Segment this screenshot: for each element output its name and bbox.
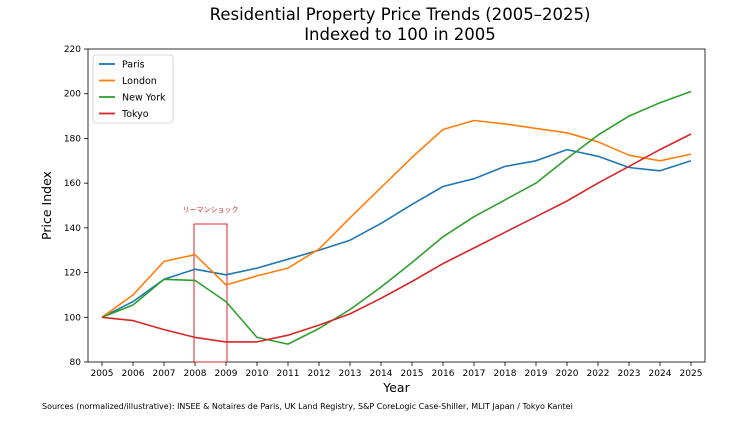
x-tick-label: 2015 <box>401 369 424 379</box>
x-tick-label: 2009 <box>215 369 238 379</box>
x-axis-title: Year <box>382 380 410 395</box>
x-tick-label: 2010 <box>246 369 269 379</box>
chart-title-block: Residential Property Price Trends (2005–… <box>0 5 747 45</box>
plot-area <box>87 48 706 363</box>
x-tick-label: 2011 <box>277 369 300 379</box>
series-line-paris <box>101 148 692 319</box>
y-tick-label: 140 <box>64 224 81 234</box>
chart-title: Residential Property Price Trends (2005–… <box>209 5 591 24</box>
x-tick-label: 2020 <box>556 369 579 379</box>
legend-label: London <box>122 76 157 87</box>
legend: Paris London New York Tokyo <box>92 54 174 124</box>
x-tick-label: 2008 <box>184 369 207 379</box>
x-tick-label: 2017 <box>463 369 486 379</box>
legend-label: Paris <box>122 60 145 71</box>
x-tick-label: 2023 <box>618 369 641 379</box>
x-tick-label: 2025 <box>680 369 703 379</box>
y-tick-label: 80 <box>70 358 82 368</box>
x-tick-label: 2007 <box>153 369 176 379</box>
legend-label: New York <box>122 93 166 104</box>
annotation-box <box>193 223 228 363</box>
x-tick-label: 2019 <box>525 369 548 379</box>
x-tick-label: 2013 <box>339 369 362 379</box>
x-tick-label: 2012 <box>308 369 331 379</box>
y-tick-label: 100 <box>64 313 81 323</box>
x-tick-label: 2024 <box>649 369 672 379</box>
x-tick-label: 2005 <box>91 369 114 379</box>
x-tick-label: 2014 <box>370 369 393 379</box>
y-tick-label: 180 <box>64 134 81 144</box>
y-tick-label: 220 <box>64 45 81 55</box>
y-tick-label: 200 <box>64 90 81 100</box>
series-line-london <box>101 119 692 318</box>
annotation-label: リーマンショック <box>183 206 239 214</box>
x-tick-label: 2006 <box>122 369 145 379</box>
legend-label: Tokyo <box>121 109 149 120</box>
y-tick-label: 120 <box>64 269 81 279</box>
x-tick-label: 2018 <box>494 369 517 379</box>
x-tick-label: 2022 <box>587 369 610 379</box>
x-tick-label: 2016 <box>432 369 455 379</box>
series-line-tokyo <box>101 133 692 343</box>
line-chart: リーマンショック 2005 2006 2007 2008 2009 2010 2011 201… <box>39 45 706 395</box>
chart-subtitle: Indexed to 100 in 2005 <box>304 25 496 44</box>
y-axis-title: Price Index <box>39 171 54 240</box>
series-line-new-york <box>101 90 692 345</box>
legend-box <box>92 54 174 124</box>
y-tick-label: 160 <box>64 179 81 189</box>
source-note: Sources (normalized/illustrative): INSEE… <box>42 402 573 411</box>
